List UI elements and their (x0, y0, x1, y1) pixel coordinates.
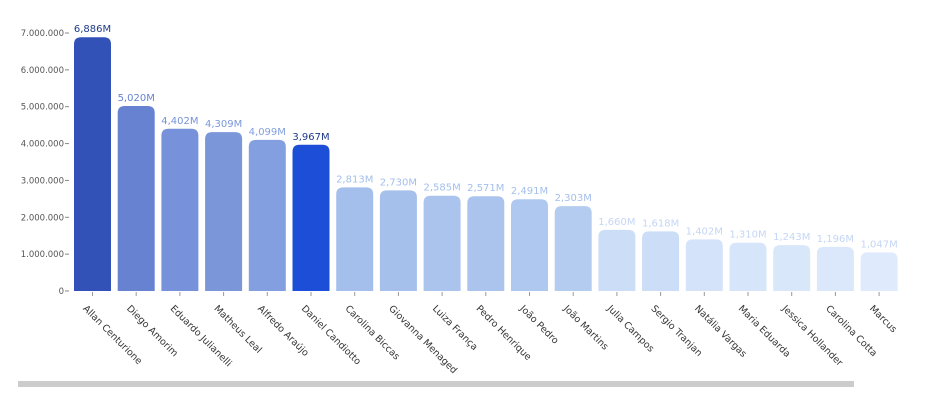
y-tick-label: 6.000.000 (21, 66, 64, 76)
bar[interactable] (467, 196, 505, 291)
bar-value-label: 1,618M (642, 218, 679, 229)
bar[interactable] (598, 229, 636, 291)
bar[interactable] (773, 245, 811, 291)
bar[interactable] (554, 206, 592, 291)
bar[interactable] (248, 139, 286, 291)
bar[interactable] (336, 187, 374, 291)
bar[interactable] (161, 128, 199, 291)
y-tick-label: 3.000.000 (21, 176, 64, 186)
bar[interactable] (729, 242, 767, 291)
bar-value-label: 4,402M (161, 116, 198, 127)
bar-value-label: 1,196M (817, 234, 854, 245)
bar[interactable] (74, 37, 111, 291)
bar-value-label: 4,309M (205, 119, 242, 130)
x-tick-label: Marcus (867, 303, 899, 335)
bar[interactable] (685, 239, 723, 291)
bar-value-label: 3,967M (292, 132, 329, 143)
y-tick-label: 0 (59, 287, 64, 297)
bar[interactable] (860, 252, 898, 291)
bar-value-label: 2,303M (555, 193, 592, 204)
bar-value-label: 2,571M (467, 183, 504, 194)
y-tick-label: 5.000.000 (21, 103, 64, 113)
bar-value-label: 2,585M (423, 183, 460, 194)
x-tick-label: João Pedro (517, 303, 561, 347)
bar-value-label: 6,886M (74, 24, 111, 35)
bar[interactable] (117, 105, 155, 291)
bar-value-label: 1,310M (729, 230, 766, 241)
y-tick-label: 2.000.000 (21, 213, 64, 223)
bar[interactable] (511, 199, 548, 291)
y-tick-label: 1.000.000 (21, 250, 64, 260)
bars: 6,886M 5,020M 4,402M 4,309M 4,099M 3,967M 2,81… (74, 24, 898, 291)
bar[interactable] (423, 195, 461, 291)
bar-value-label: 1,047M (860, 239, 897, 250)
bar-value-label: 2,813M (336, 174, 373, 185)
bar-value-label: 1,243M (773, 232, 810, 243)
bar[interactable] (292, 144, 330, 291)
bar-value-label: 2,491M (511, 186, 548, 197)
bar[interactable] (816, 246, 854, 291)
bar-value-label: 1,402M (686, 226, 723, 237)
bar[interactable] (379, 190, 417, 291)
y-axis: 0 1.000.000 2.000.000 3.000.000 4.000.000 5.0… (21, 29, 71, 297)
horizontal-scrollbar[interactable] (18, 381, 854, 387)
bar-value-label: 5,020M (118, 93, 155, 104)
y-tick-label: 4.000.000 (21, 140, 64, 150)
y-tick-label: 7.000.000 (21, 29, 64, 39)
bar-value-label: 1,660M (598, 217, 635, 228)
x-tick-label: João Martins (560, 303, 610, 353)
bar-value-label: 2,730M (380, 177, 417, 188)
bar[interactable] (642, 231, 680, 291)
bar[interactable] (205, 132, 243, 291)
bar-value-label: 4,099M (249, 127, 286, 138)
